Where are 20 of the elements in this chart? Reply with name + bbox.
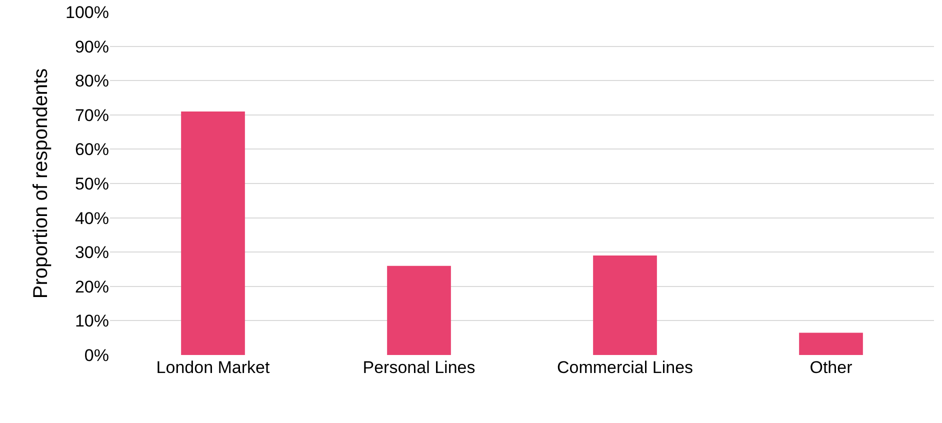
y-tick-label: 100% — [66, 2, 109, 22]
bar — [387, 266, 451, 355]
y-tick-label: 50% — [74, 174, 109, 194]
y-tick-label: 30% — [74, 243, 109, 262]
y-axis-title: Proportion of respondents — [30, 68, 52, 299]
x-tick-label: London Market — [156, 358, 270, 377]
y-tick-label: 80% — [74, 72, 109, 91]
y-tick-label: 0% — [84, 346, 109, 365]
y-tick-label: 60% — [74, 140, 109, 160]
y-tick-label: 40% — [74, 208, 109, 228]
y-tick-label: 70% — [74, 106, 109, 125]
x-tick-label: Commercial Lines — [556, 358, 694, 377]
bar — [181, 111, 245, 355]
y-tick-label: 10% — [74, 312, 109, 331]
bar — [593, 256, 657, 355]
y-tick-label: 20% — [74, 277, 109, 296]
x-tick-label: Other — [810, 358, 853, 377]
x-tick-label: Personal Lines — [362, 358, 476, 377]
bar — [799, 332, 863, 355]
y-tick-label: 90% — [74, 37, 109, 56]
